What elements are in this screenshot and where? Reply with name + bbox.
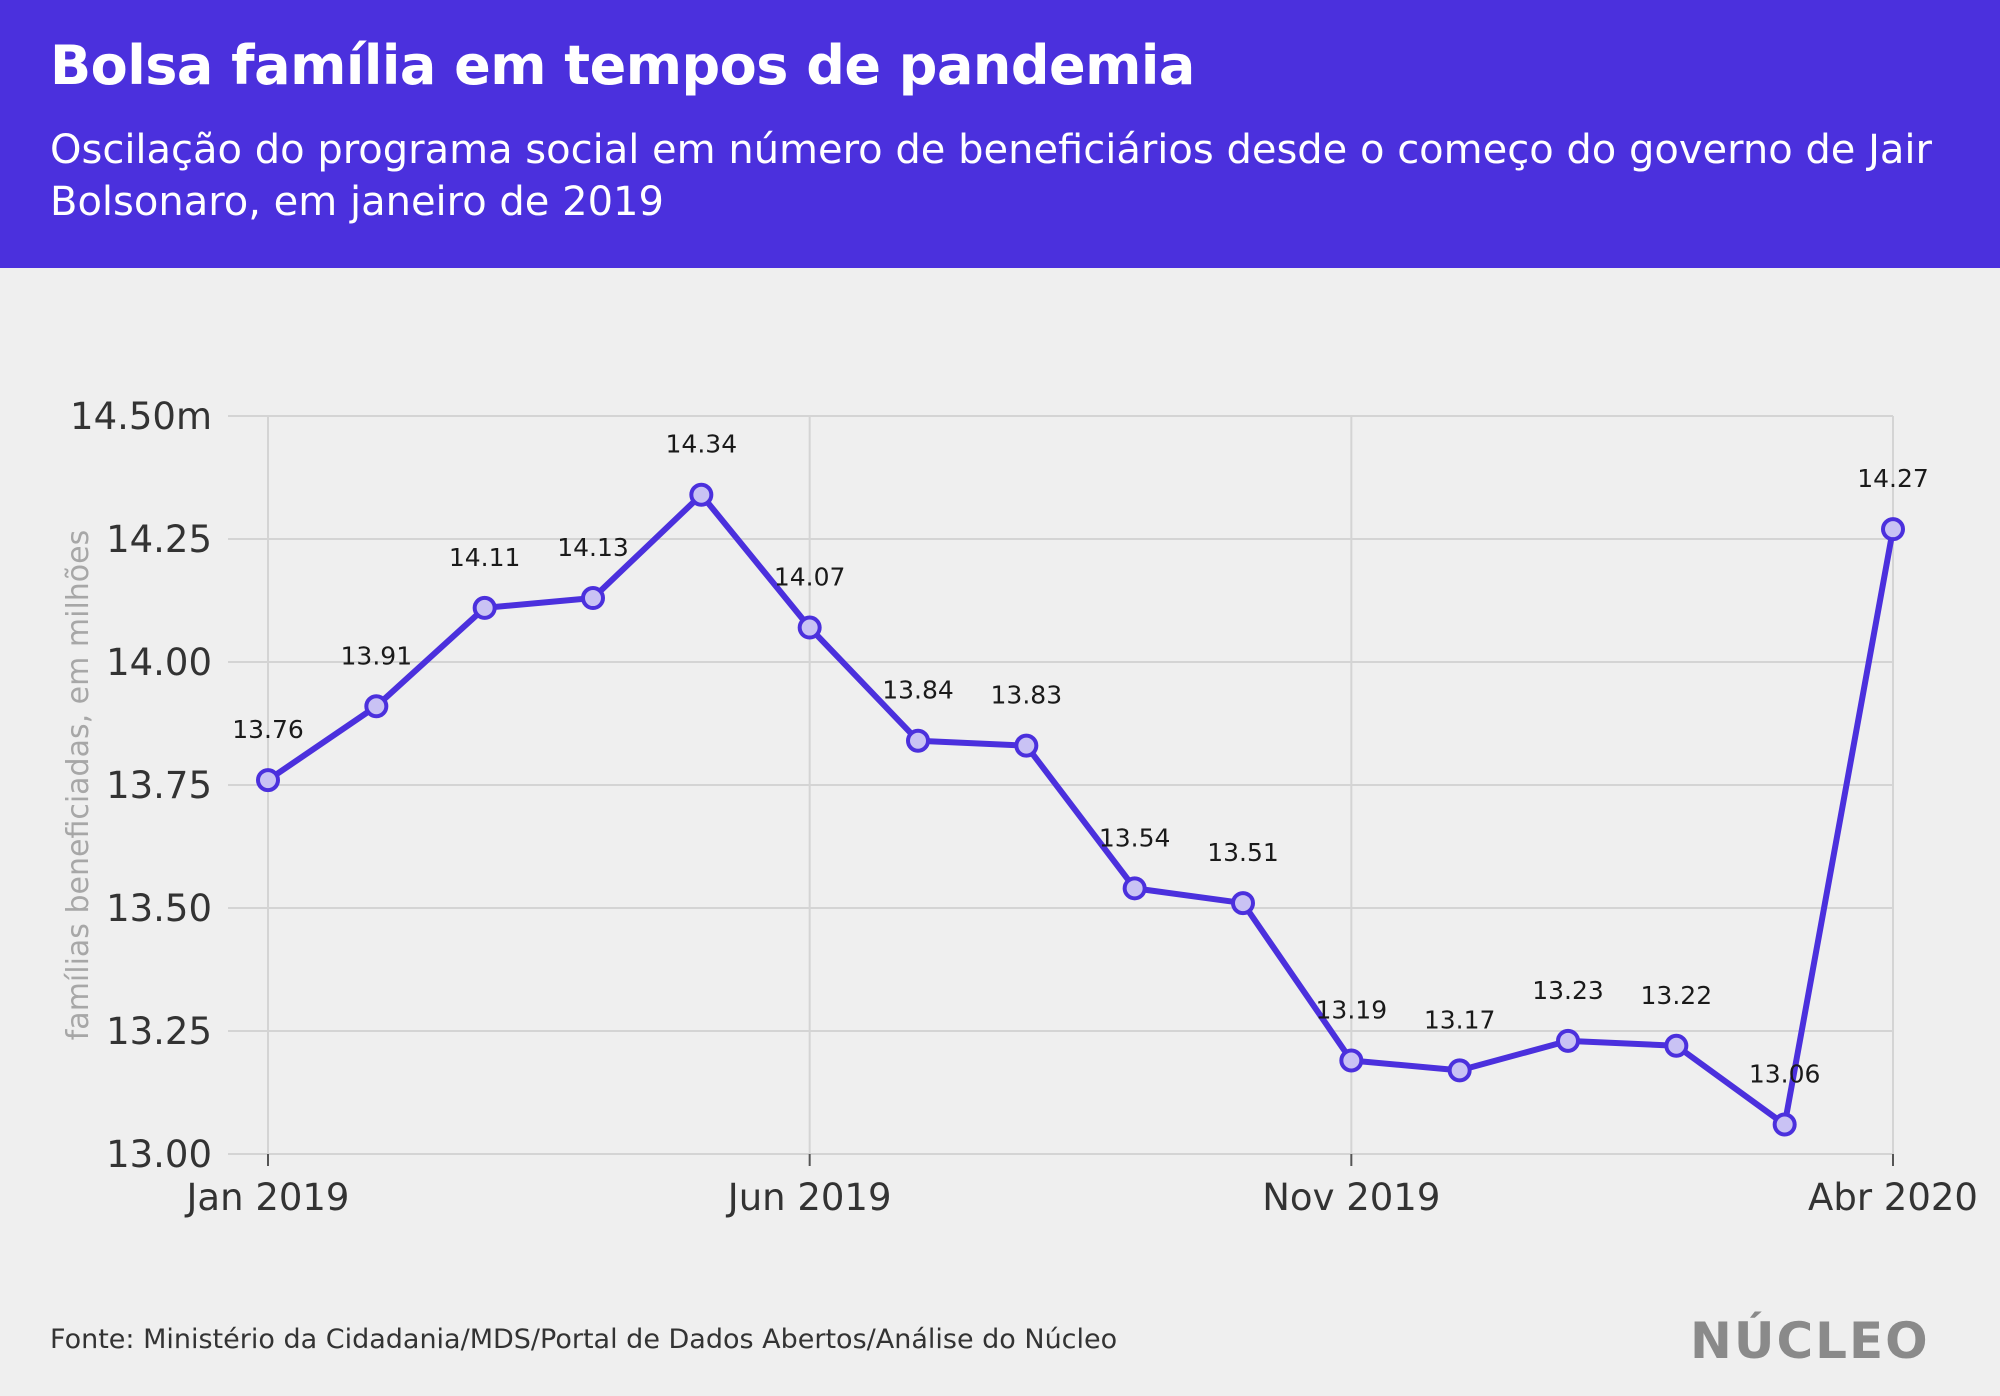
data-point (472, 595, 497, 620)
data-label: 14.34 (666, 430, 738, 459)
y-tick-label: 14.25 (106, 518, 212, 561)
x-tick-label: Nov 2019 (1262, 1176, 1440, 1219)
data-labels: 13.76 13.91 14.11 14.13 14.34 14.07 13.84 13.83… (232, 430, 1929, 1089)
data-label: 13.22 (1641, 981, 1713, 1010)
y-tick-label: 14.50m (70, 395, 212, 438)
data-point (1881, 517, 1905, 542)
data-points (256, 482, 1905, 1137)
data-label: 13.83 (991, 681, 1063, 710)
data-point (689, 482, 714, 507)
data-point (1231, 891, 1255, 916)
data-point (1664, 1033, 1689, 1058)
data-point (906, 728, 930, 753)
x-tick-label: Abr 2020 (1808, 1176, 1978, 1219)
series-line (265, 491, 1896, 1128)
data-point (364, 694, 389, 719)
series-line-group (265, 491, 1896, 1128)
data-point (1339, 1048, 1364, 1073)
nucleo-logo: NÚCLEO (1690, 1312, 1930, 1370)
data-label: 14.27 (1857, 464, 1929, 493)
data-point (1772, 1112, 1797, 1137)
data-label: 13.23 (1532, 976, 1604, 1005)
chart-subtitle: Oscilação do programa social em número d… (50, 127, 1932, 225)
header-banner: Bolsa família em tempos de pandemia Osci… (0, 0, 2000, 268)
data-label: 13.06 (1749, 1059, 1821, 1088)
data-label: 13.54 (1099, 823, 1171, 852)
x-axis-ticks: Jan 2019 Jun 2019 Nov 2019 Abr 2020 (185, 1154, 1978, 1219)
data-label: 13.19 (1316, 996, 1388, 1025)
data-point (256, 768, 280, 793)
data-label: 13.76 (232, 715, 304, 744)
data-label: 14.11 (449, 543, 521, 572)
data-point (1122, 876, 1147, 901)
data-point (581, 586, 605, 611)
data-point (797, 615, 822, 640)
grid-lines (228, 415, 1894, 1155)
data-label: 14.13 (557, 533, 629, 562)
data-point (1556, 1028, 1580, 1053)
x-tick-label: Jan 2019 (185, 1176, 350, 1219)
y-axis-label: famílias beneficiadas, em milhões (61, 530, 96, 1041)
source-note: Fonte: Ministério da Cidadania/MDS/Porta… (50, 1324, 1118, 1355)
data-label: 13.84 (882, 676, 954, 705)
y-tick-label: 13.25 (106, 1010, 212, 1053)
chart-title: Bolsa família em tempos de pandemia (50, 34, 1195, 97)
data-label: 13.51 (1207, 838, 1279, 867)
x-tick-label: Jun 2019 (726, 1176, 892, 1219)
y-tick-label: 14.00 (106, 641, 212, 684)
y-axis-ticks: 13.00 13.25 13.50 13.75 14.00 14.25 14.50m (70, 395, 212, 1176)
data-point (1014, 733, 1039, 758)
data-label: 14.07 (774, 563, 846, 592)
y-tick-label: 13.50 (106, 887, 212, 930)
data-label: 13.17 (1424, 1005, 1496, 1034)
data-point (1447, 1058, 1472, 1083)
y-tick-label: 13.75 (106, 764, 212, 807)
y-tick-label: 13.00 (106, 1133, 212, 1176)
data-label: 13.91 (341, 641, 413, 670)
